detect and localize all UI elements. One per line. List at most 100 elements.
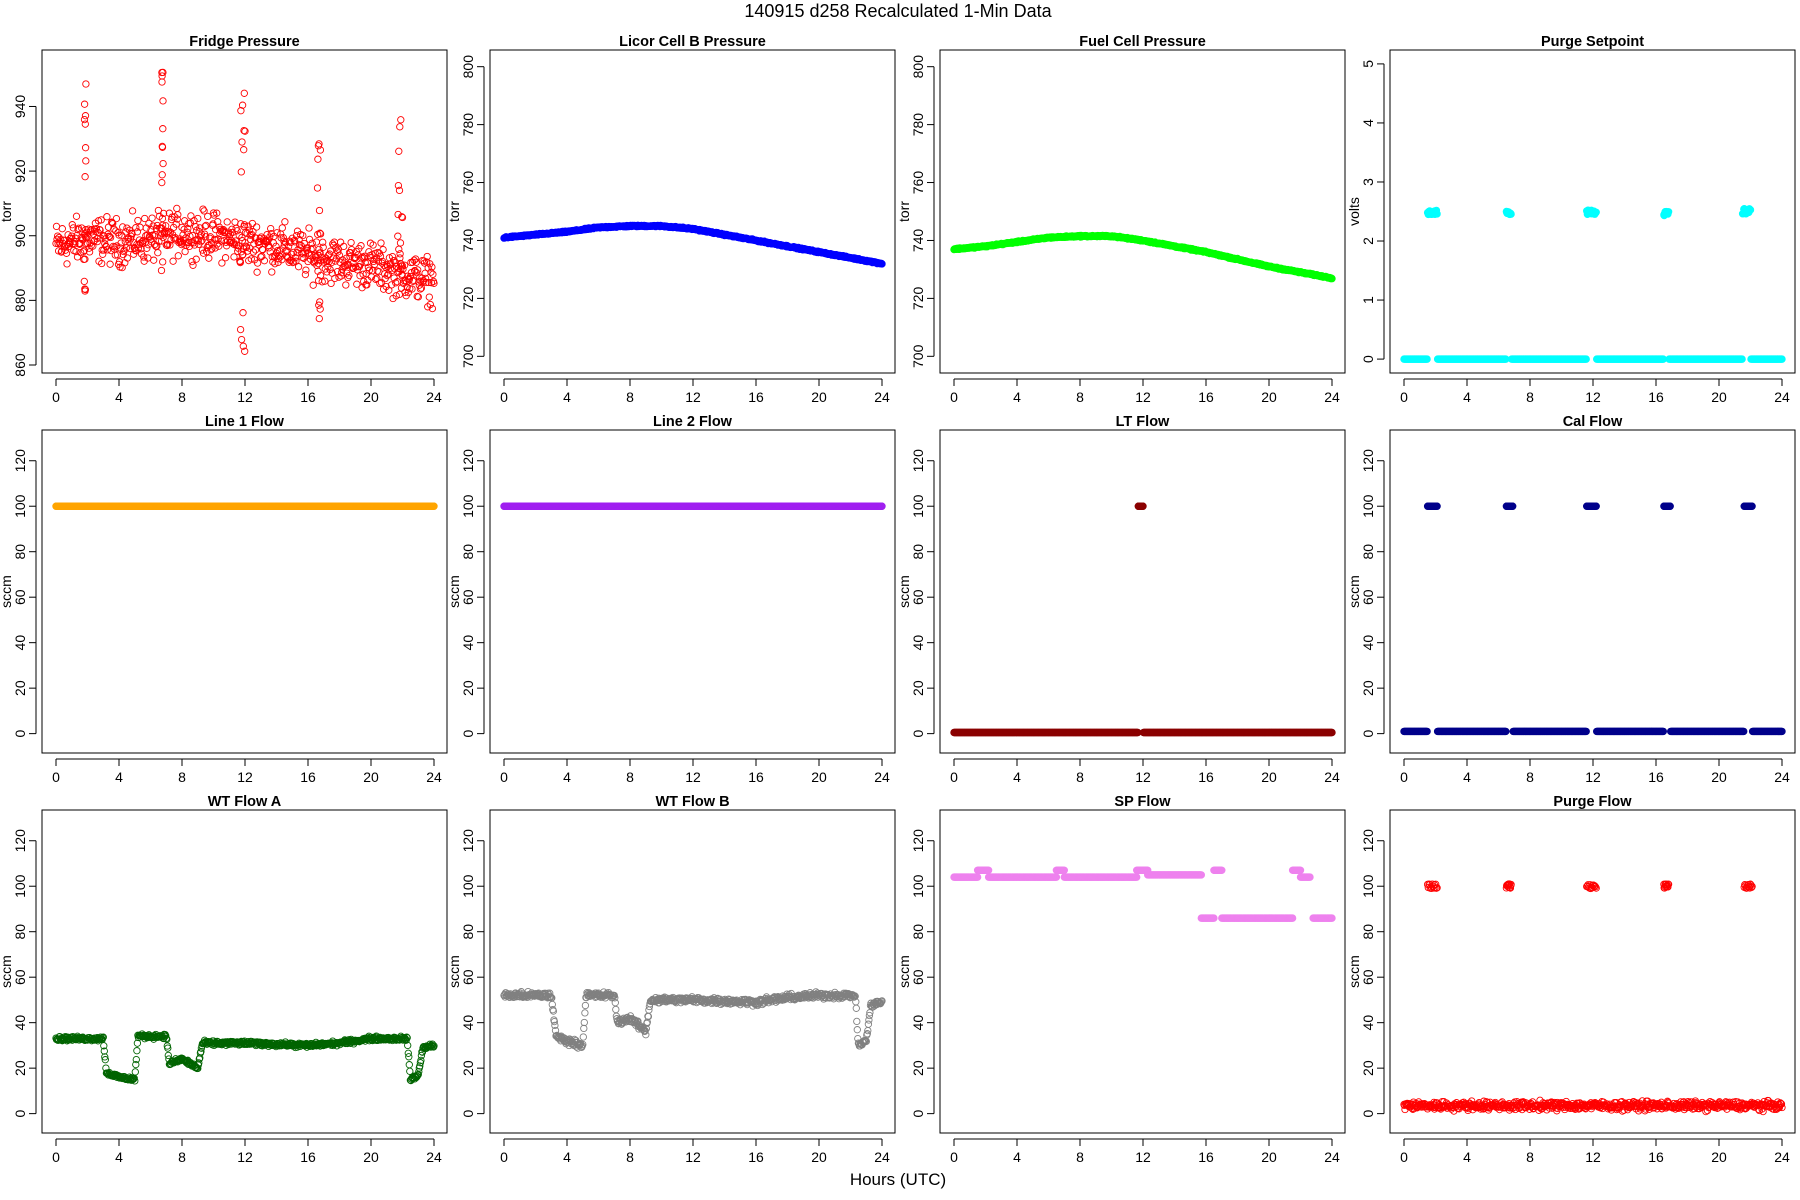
data-point: [312, 238, 321, 246]
data-point: [344, 261, 353, 269]
data-point: [372, 275, 380, 283]
data-point: [240, 146, 248, 154]
data-point: [192, 223, 200, 231]
data-point: [99, 250, 107, 258]
data-point: [392, 292, 400, 300]
data-point: [173, 204, 181, 213]
x-tick-label: 24: [1324, 389, 1340, 405]
data-point: [388, 252, 397, 261]
y-tick-label: 920: [12, 159, 28, 183]
data-point: [72, 247, 80, 256]
data-point: [128, 207, 137, 215]
panel-title: Purge Setpoint: [1541, 34, 1644, 50]
data-point: [143, 244, 151, 252]
data-point: [279, 234, 287, 242]
data-point: [194, 214, 202, 223]
data-point: [132, 224, 140, 232]
y-tick-label: 40: [12, 635, 28, 651]
data-point: [158, 72, 166, 80]
y-tick-label: 60: [910, 589, 926, 605]
data-point: [295, 241, 304, 249]
data-point: [197, 238, 205, 246]
data-point: [81, 144, 90, 152]
data-point: [411, 255, 420, 263]
data-point: [80, 100, 89, 108]
data-point: [359, 270, 367, 278]
data-point: [408, 285, 416, 293]
x-tick-label: 20: [1261, 769, 1277, 785]
data-point: [67, 238, 75, 246]
data-point: [281, 218, 289, 226]
data-point: [305, 224, 313, 232]
x-tick-label: 20: [811, 389, 827, 405]
y-tick-label: 20: [910, 680, 926, 696]
data-point: [134, 216, 142, 225]
data-point: [376, 252, 385, 260]
data-point: [238, 251, 246, 259]
data-point: [237, 107, 245, 115]
data-point: [240, 89, 248, 97]
data-point: [302, 266, 310, 274]
data-point: [148, 214, 156, 222]
data-point: [165, 209, 174, 217]
plot-frame: [489, 49, 896, 374]
data-point: [81, 112, 90, 120]
x-tick-label: 24: [874, 389, 890, 405]
data-point: [174, 252, 182, 260]
data-point: [208, 245, 216, 253]
data-point: [268, 268, 276, 276]
y-tick-label: 120: [460, 449, 476, 473]
data-point: [159, 159, 167, 168]
data-point: [71, 240, 79, 248]
data-point: [241, 239, 249, 247]
data-point: [379, 245, 387, 254]
data-point: [274, 254, 283, 263]
data-point: [188, 257, 196, 266]
data-point: [81, 120, 89, 128]
data-point: [236, 258, 244, 267]
data-point: [315, 314, 323, 323]
data-point: [234, 247, 242, 255]
data-point: [363, 281, 371, 289]
data-point: [186, 219, 195, 227]
data-point: [174, 211, 182, 219]
data-point: [409, 276, 418, 284]
x-tick-label: 4: [1013, 769, 1021, 785]
data-point: [150, 256, 158, 264]
data-point: [221, 254, 230, 262]
data-point: [242, 243, 251, 251]
data-point: [397, 116, 405, 124]
x-tick-label: 8: [178, 389, 186, 405]
data-point: [57, 235, 65, 244]
data-point: [158, 171, 166, 179]
data-point: [331, 274, 339, 283]
y-tick-label: 860: [12, 353, 28, 377]
x-tick-label: 24: [1324, 769, 1340, 785]
data-point: [81, 231, 89, 239]
y-tick-label: 760: [460, 171, 476, 195]
data-point: [238, 138, 246, 146]
data-point: [242, 242, 250, 250]
data-point: [228, 228, 237, 237]
series-points: [500, 221, 886, 268]
data-point: [222, 238, 230, 246]
data-point: [383, 271, 391, 280]
data-point: [96, 226, 104, 234]
data-point: [322, 257, 331, 266]
data-point: [1738, 355, 1746, 363]
y-tick-label: 60: [460, 589, 476, 605]
data-point: [398, 272, 406, 280]
x-tick-label: 8: [626, 769, 634, 785]
data-point: [247, 255, 255, 263]
data-point: [204, 212, 212, 221]
data-point: [233, 227, 241, 235]
data-point: [80, 246, 88, 255]
data-point: [396, 123, 404, 131]
data-point: [158, 143, 167, 151]
x-tick-label: 12: [1585, 389, 1601, 405]
data-point: [410, 256, 418, 264]
y-axis-label: torr: [446, 201, 462, 222]
